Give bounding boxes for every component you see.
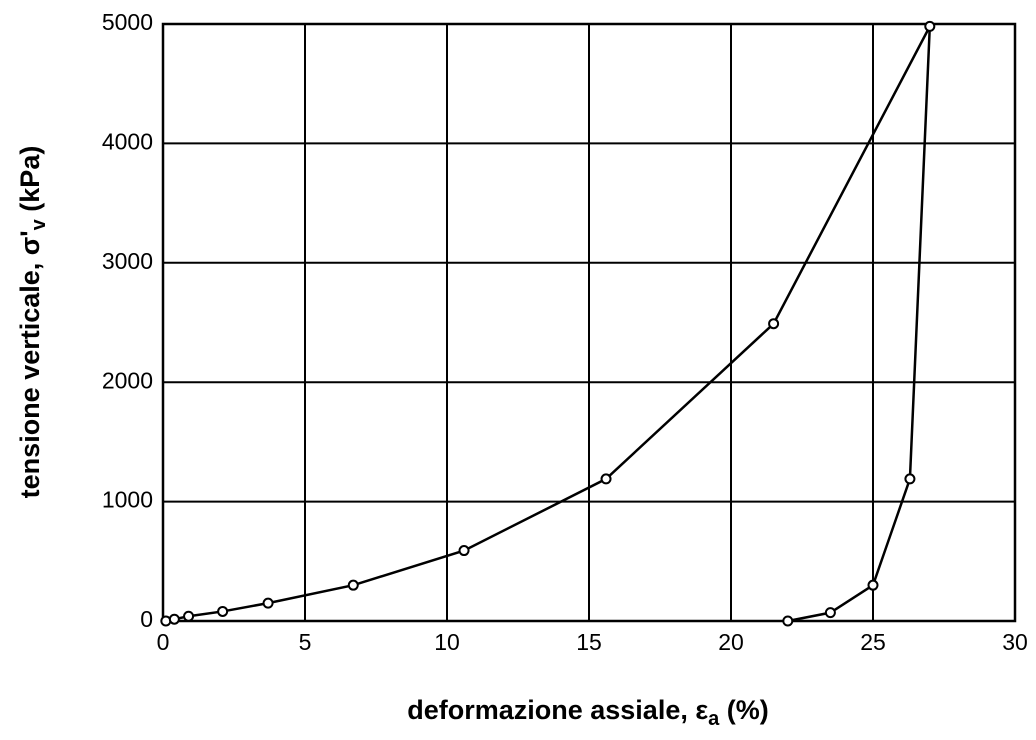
y-tick-label: 1000 bbox=[102, 487, 153, 513]
data-point bbox=[168, 613, 180, 625]
x-tick-label: 30 bbox=[1002, 629, 1028, 655]
x-label-sub: a bbox=[708, 708, 720, 730]
y-tick-label: 3000 bbox=[102, 248, 153, 274]
data-point bbox=[924, 20, 936, 32]
data-point bbox=[904, 473, 916, 485]
y-tick-label: 5000 bbox=[102, 9, 153, 35]
x-tick-label: 5 bbox=[299, 629, 312, 655]
data-point bbox=[262, 597, 274, 609]
x-tick-label: 10 bbox=[434, 629, 460, 655]
x-axis-label: deformazione assiale, εa (%) bbox=[407, 695, 769, 730]
data-line bbox=[165, 25, 932, 623]
y-axis-label: tensione verticale, σ'v (kPa) bbox=[15, 146, 50, 499]
y-tick-label: 2000 bbox=[102, 367, 153, 393]
plot-frame bbox=[161, 22, 1017, 623]
y-tick-label: 4000 bbox=[102, 128, 153, 154]
x-label-end: (%) bbox=[719, 695, 769, 725]
data-point bbox=[347, 579, 359, 591]
x-tick-label: 20 bbox=[718, 629, 744, 655]
data-point bbox=[824, 607, 836, 619]
data-point bbox=[160, 615, 172, 627]
x-tick-label: 25 bbox=[860, 629, 886, 655]
x-label-main: deformazione assiale, ε bbox=[407, 695, 708, 725]
y-tick-label: 0 bbox=[140, 606, 153, 632]
x-tick-label: 0 bbox=[157, 629, 170, 655]
data-point bbox=[458, 545, 470, 557]
data-point bbox=[600, 473, 612, 485]
data-point bbox=[183, 610, 195, 622]
y-label-sub: v bbox=[28, 218, 50, 230]
y-label-main: tensione verticale, σ' bbox=[15, 230, 45, 498]
y-label-end: (kPa) bbox=[15, 146, 45, 220]
data-point bbox=[867, 579, 879, 591]
data-point bbox=[217, 605, 229, 617]
x-tick-label: 15 bbox=[576, 629, 602, 655]
data-point bbox=[768, 318, 780, 330]
data-point bbox=[782, 615, 794, 627]
